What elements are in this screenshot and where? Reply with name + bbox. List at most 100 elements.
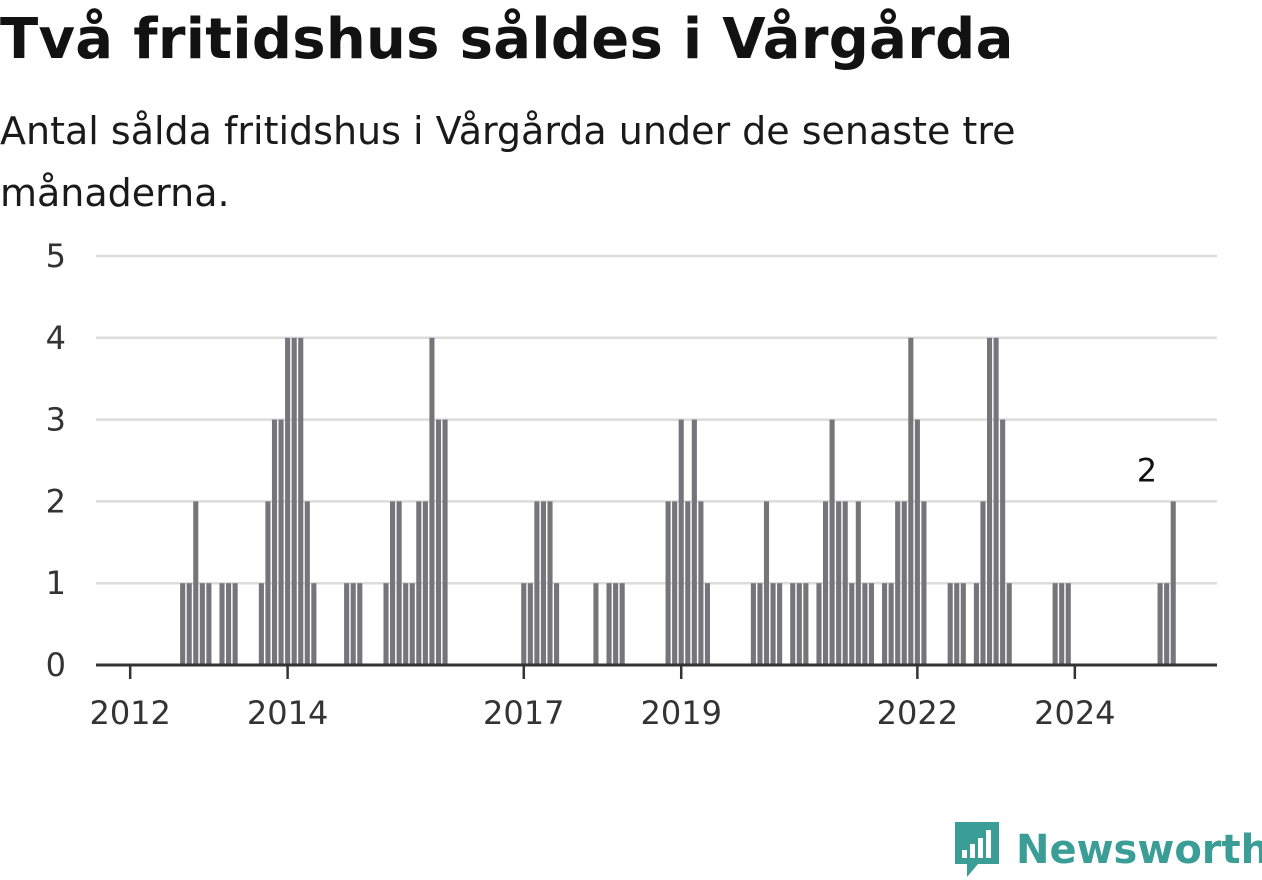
bar — [672, 501, 678, 665]
chart-title: Två fritidshus såldes i Vårgårda — [0, 7, 1014, 72]
bar — [180, 583, 186, 665]
bar — [199, 583, 205, 665]
bar — [416, 501, 422, 665]
bar — [540, 501, 547, 665]
bar — [770, 583, 776, 665]
bar — [947, 583, 953, 665]
bar — [1164, 583, 1170, 665]
bar — [442, 419, 448, 665]
bar — [816, 583, 822, 665]
bar — [888, 583, 894, 665]
bar — [914, 419, 920, 665]
bar — [206, 583, 212, 665]
x-tick-label: 2014 — [247, 694, 328, 732]
bar — [429, 337, 435, 665]
newsworthy-brand[interactable]: Newsworthy — [952, 820, 1262, 880]
bar — [993, 337, 999, 665]
bar — [278, 419, 284, 665]
y-tick-label: 0 — [46, 646, 66, 684]
bar — [304, 501, 310, 665]
y-tick-label: 2 — [46, 482, 66, 520]
bar — [547, 501, 553, 665]
annotations: 2 — [1137, 451, 1157, 489]
bar — [803, 583, 809, 665]
bar — [258, 583, 264, 665]
bar — [357, 583, 363, 665]
bar — [271, 419, 278, 665]
bar — [396, 501, 402, 665]
bar — [698, 501, 704, 665]
bar — [678, 419, 684, 665]
y-axis-labels: 0 1 2 3 4 5 — [46, 237, 66, 684]
y-tick-label: 1 — [46, 564, 66, 602]
newsworthy-logo-icon — [955, 822, 999, 877]
bar — [1006, 583, 1012, 665]
bar — [554, 583, 560, 665]
bar — [842, 501, 848, 665]
bar — [691, 419, 697, 665]
bar — [882, 583, 888, 665]
bar — [757, 583, 763, 665]
y-tick-label: 5 — [46, 237, 66, 275]
bar — [226, 583, 232, 665]
bar — [973, 583, 979, 665]
bar — [232, 583, 238, 665]
bar — [1059, 583, 1065, 665]
bar — [790, 583, 796, 665]
bar-chart: 0 1 2 3 4 5 2012 2014 2017 2019 2022 2024 2 — [46, 237, 1217, 732]
bar — [862, 583, 868, 665]
bar — [849, 583, 855, 665]
bar — [291, 337, 297, 665]
bar — [344, 583, 350, 665]
bar — [960, 583, 966, 665]
bar — [1157, 583, 1163, 665]
bar — [822, 501, 829, 665]
bar — [796, 583, 802, 665]
x-axis-ticks: 2012 2014 2017 2019 2022 2024 — [89, 665, 1116, 732]
bar — [285, 337, 291, 665]
bar — [986, 337, 993, 665]
bar — [750, 583, 756, 665]
bar — [593, 583, 599, 665]
bar — [619, 583, 625, 665]
bar — [665, 501, 671, 665]
bar — [383, 583, 389, 665]
brand-name: Newsworthy — [1016, 827, 1262, 873]
x-tick-label: 2022 — [877, 694, 958, 732]
bar — [901, 501, 907, 665]
bar — [954, 583, 960, 665]
bar — [193, 501, 199, 665]
bar — [298, 337, 304, 665]
bar — [836, 501, 842, 665]
bar — [606, 583, 612, 665]
bar — [534, 501, 540, 665]
x-tick-label: 2017 — [483, 694, 564, 732]
bar — [350, 583, 356, 665]
bar — [403, 583, 409, 665]
bar — [521, 583, 527, 665]
bar — [777, 583, 783, 665]
x-tick-label: 2019 — [641, 694, 722, 732]
bar — [186, 583, 192, 665]
bar — [763, 501, 770, 665]
bar — [1065, 583, 1071, 665]
bar — [422, 501, 428, 665]
bar — [685, 501, 691, 665]
x-tick-label: 2024 — [1034, 694, 1115, 732]
bar — [1052, 583, 1058, 665]
bar — [1000, 419, 1006, 665]
x-tick-label: 2012 — [89, 694, 170, 732]
bar — [921, 501, 927, 665]
y-tick-label: 3 — [46, 401, 66, 439]
bar — [1170, 501, 1176, 665]
bar — [219, 583, 225, 665]
bar — [855, 501, 861, 665]
bar — [435, 419, 442, 665]
bars — [180, 337, 1176, 665]
bar — [613, 583, 619, 665]
bar — [908, 337, 914, 665]
y-tick-label: 4 — [46, 319, 66, 357]
bar — [265, 501, 271, 665]
bar — [311, 583, 317, 665]
bar — [868, 583, 875, 665]
